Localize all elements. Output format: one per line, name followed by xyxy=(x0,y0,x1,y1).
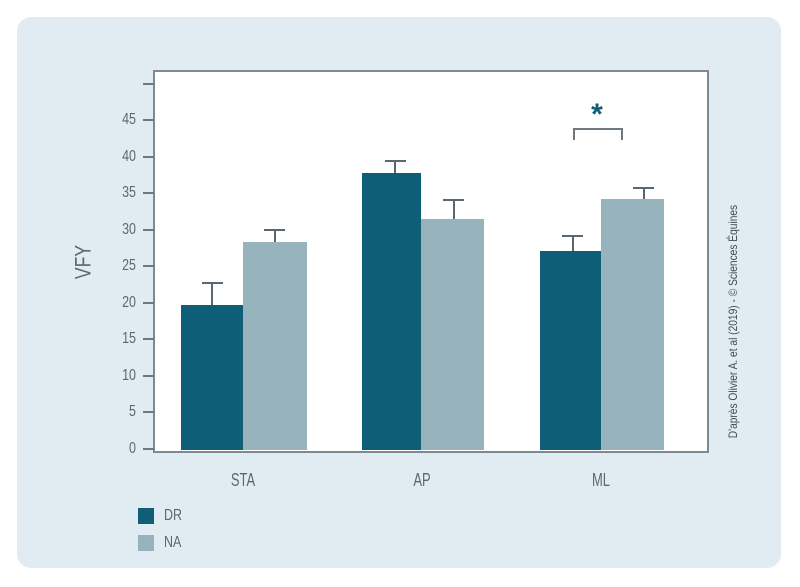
error-cap-sta-dr xyxy=(202,282,223,284)
error-bar-sta-dr xyxy=(211,283,213,305)
error-cap-ap-na xyxy=(443,199,464,201)
error-cap-ml-dr xyxy=(562,235,583,237)
y-tick xyxy=(143,83,154,85)
bar-ap-dr xyxy=(362,173,421,450)
y-tick-label: 40 xyxy=(122,148,136,165)
error-cap-sta-na xyxy=(264,229,285,231)
legend-swatch-dr xyxy=(138,508,154,524)
y-tick xyxy=(143,119,154,121)
x-label-ap: AP xyxy=(413,470,431,490)
y-tick-label: 10 xyxy=(122,367,136,384)
bar-ap-na xyxy=(421,219,484,450)
y-tick xyxy=(143,229,154,231)
y-tick-label: 5 xyxy=(129,403,136,420)
y-tick xyxy=(143,338,154,340)
y-tick xyxy=(143,411,154,413)
y-tick xyxy=(143,265,154,267)
y-tick-label: 0 xyxy=(129,440,136,457)
y-tick-label: 15 xyxy=(122,330,136,347)
y-tick xyxy=(143,192,154,194)
y-tick-label: 45 xyxy=(122,111,136,128)
significance-asterisk: * xyxy=(591,98,603,131)
x-label-ml: ML xyxy=(591,470,610,490)
bar-ml-na xyxy=(601,199,664,450)
significance-bracket xyxy=(573,128,623,140)
y-tick-label: 35 xyxy=(122,184,136,201)
y-tick-label: 20 xyxy=(122,294,136,311)
error-bar-ml-dr xyxy=(572,236,574,251)
error-bar-ap-na xyxy=(453,200,455,219)
y-axis-label: VFY xyxy=(70,244,96,280)
bar-sta-na xyxy=(243,242,307,450)
error-bar-ap-dr xyxy=(394,161,396,173)
error-bar-sta-na xyxy=(274,230,276,242)
bar-ml-dr xyxy=(540,251,601,450)
y-tick xyxy=(143,375,154,377)
error-cap-ap-dr xyxy=(385,160,406,162)
legend-swatch-na xyxy=(138,535,154,551)
y-tick-label: 30 xyxy=(122,221,136,238)
bar-sta-dr xyxy=(181,305,243,450)
y-tick-label: 25 xyxy=(122,257,136,274)
error-bar-ml-na xyxy=(643,188,645,199)
y-tick xyxy=(143,302,154,304)
x-label-sta: STA xyxy=(230,470,256,490)
error-cap-ml-na xyxy=(633,187,654,189)
y-tick xyxy=(143,156,154,158)
legend-label-na: NA xyxy=(164,534,182,551)
legend-label-dr: DR xyxy=(164,507,183,524)
y-tick xyxy=(143,448,154,450)
source-credit: D'après Olivier A. et al (2019) - © Scie… xyxy=(726,204,740,439)
